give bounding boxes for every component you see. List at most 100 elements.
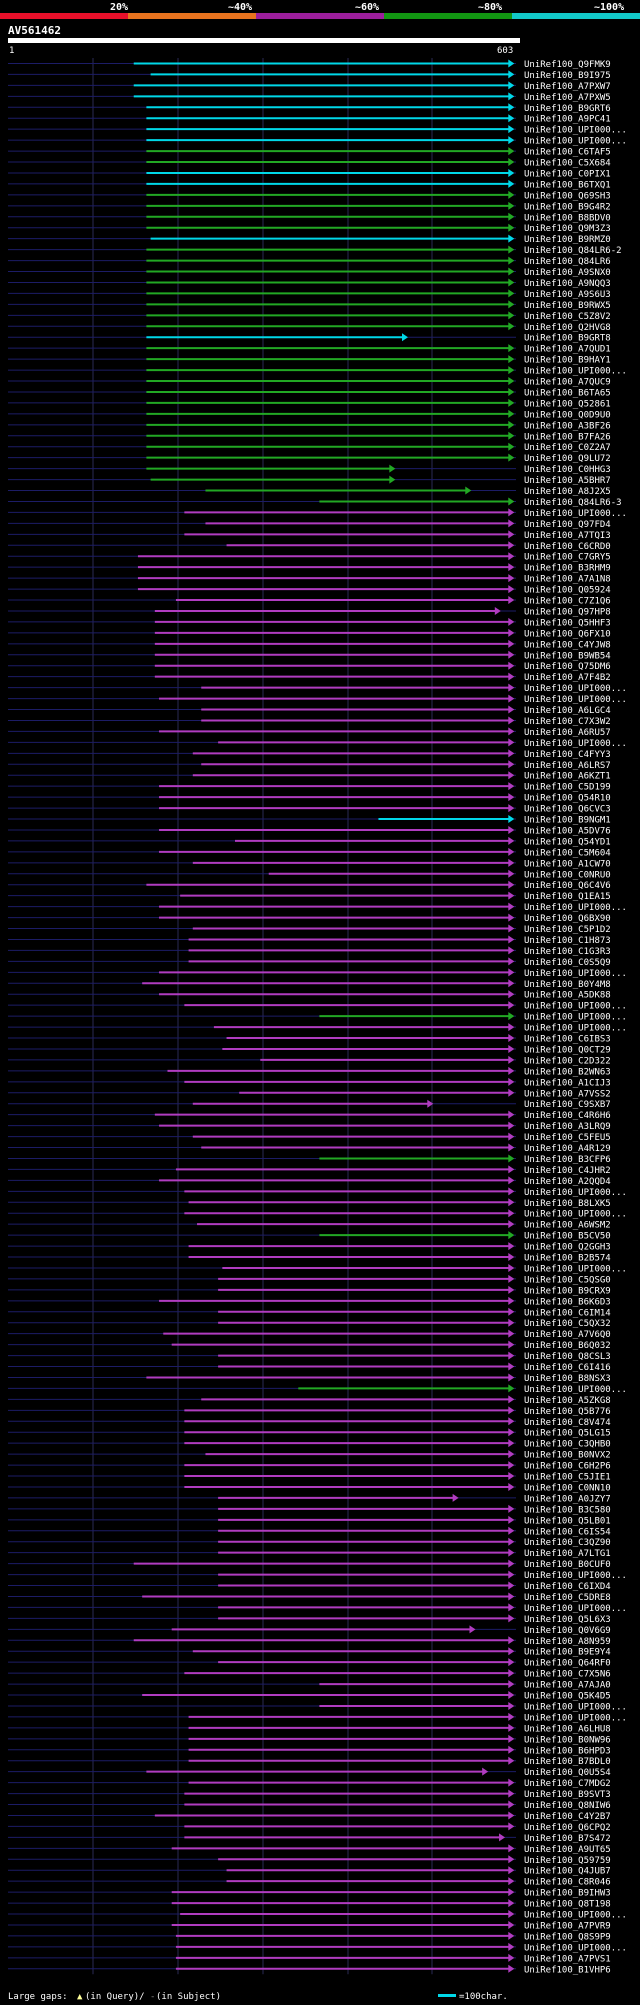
- hit-label[interactable]: UniRef100_Q54YD1: [524, 837, 611, 847]
- hit-label[interactable]: UniRef100_C7X5N6: [524, 1670, 611, 1680]
- hit-label[interactable]: UniRef100_B9HAY1: [524, 356, 611, 366]
- hit-label[interactable]: UniRef100_UPI000...: [524, 1264, 627, 1274]
- hit-row[interactable]: UniRef100_C5M604: [8, 847, 611, 859]
- hit-label[interactable]: UniRef100_B9RWX5: [524, 301, 611, 311]
- hit-label[interactable]: UniRef100_B9RMZ0: [524, 235, 611, 245]
- hit-label[interactable]: UniRef100_B9NGM1: [524, 816, 611, 826]
- hit-row[interactable]: UniRef100_A2QQD4: [8, 1176, 611, 1187]
- hit-row[interactable]: UniRef100_UPI000...: [8, 508, 627, 519]
- hit-row[interactable]: UniRef100_Q8CSL3: [8, 1351, 611, 1363]
- hit-label[interactable]: UniRef100_A8N959: [524, 1637, 611, 1647]
- hit-row[interactable]: UniRef100_C7X5N6: [8, 1669, 611, 1680]
- hit-row[interactable]: UniRef100_Q05924: [8, 585, 611, 596]
- hit-label[interactable]: UniRef100_Q6C4V6: [524, 881, 611, 891]
- hit-row[interactable]: UniRef100_C5DRE8: [8, 1592, 611, 1603]
- hit-row[interactable]: UniRef100_Q52861: [8, 398, 611, 410]
- hit-label[interactable]: UniRef100_B9G4R2: [524, 202, 611, 212]
- hit-row[interactable]: UniRef100_B6TA65: [8, 387, 611, 399]
- hit-row[interactable]: UniRef100_Q69SH3: [8, 190, 611, 202]
- hit-row[interactable]: UniRef100_B9I975: [8, 70, 611, 81]
- hit-row[interactable]: UniRef100_Q64RF0: [8, 1658, 611, 1669]
- hit-row[interactable]: UniRef100_B0Y4M8: [8, 979, 611, 990]
- hit-label[interactable]: UniRef100_C7Z1Q6: [524, 597, 611, 607]
- hit-label[interactable]: UniRef100_C5QX32: [524, 1319, 611, 1329]
- hit-row[interactable]: UniRef100_Q5LG15: [8, 1428, 611, 1439]
- hit-label[interactable]: UniRef100_A0JZY7: [524, 1494, 611, 1504]
- hit-row[interactable]: UniRef100_C5P1D2: [8, 924, 611, 936]
- hit-label[interactable]: UniRef100_B9I975: [524, 71, 611, 81]
- hit-row[interactable]: UniRef100_A7VSS2: [8, 1088, 611, 1100]
- hit-row[interactable]: UniRef100_C7MDG2: [8, 1778, 611, 1790]
- hit-row[interactable]: UniRef100_C6IM14: [8, 1307, 611, 1319]
- hit-label[interactable]: UniRef100_A3BF26: [524, 421, 611, 431]
- hit-row[interactable]: UniRef100_A7LTG1: [8, 1548, 611, 1560]
- hit-label[interactable]: UniRef100_B6TXQ1: [524, 180, 611, 190]
- hit-label[interactable]: UniRef100_A6KZT1: [524, 772, 611, 782]
- hit-label[interactable]: UniRef100_C0PIX1: [524, 169, 611, 179]
- hit-label[interactable]: UniRef100_Q5K4D5: [524, 1692, 611, 1702]
- hit-row[interactable]: UniRef100_C5X684: [8, 158, 611, 169]
- hit-label[interactable]: UniRef100_B8BDV0: [524, 213, 611, 223]
- hit-label[interactable]: UniRef100_C6CRD0: [524, 542, 611, 552]
- hit-row[interactable]: UniRef100_UPI000...: [8, 694, 627, 706]
- hit-row[interactable]: UniRef100_A8N959: [8, 1636, 611, 1647]
- hit-row[interactable]: UniRef100_A4R129: [8, 1143, 611, 1155]
- hit-row[interactable]: UniRef100_Q8NIW6: [8, 1800, 611, 1812]
- hit-row[interactable]: UniRef100_C5JIE1: [8, 1472, 611, 1483]
- hit-row[interactable]: UniRef100_B6TXQ1: [8, 179, 611, 191]
- hit-label[interactable]: UniRef100_A9PC41: [524, 115, 611, 125]
- hit-row[interactable]: UniRef100_B6HPD3: [8, 1745, 611, 1757]
- hit-label[interactable]: UniRef100_Q9M3Z3: [524, 224, 611, 234]
- hit-label[interactable]: UniRef100_Q54R10: [524, 794, 611, 804]
- hit-label[interactable]: UniRef100_A6RU57: [524, 728, 611, 738]
- hit-row[interactable]: UniRef100_UPI000...: [8, 1187, 627, 1198]
- hit-label[interactable]: UniRef100_Q5L6X3: [524, 1615, 611, 1625]
- hit-label[interactable]: UniRef100_A7F4B2: [524, 673, 611, 683]
- hit-label[interactable]: UniRef100_A7TQI3: [524, 531, 611, 541]
- hit-label[interactable]: UniRef100_A9S6U3: [524, 290, 611, 300]
- hit-row[interactable]: UniRef100_A7TQI3: [8, 530, 611, 541]
- hit-row[interactable]: UniRef100_A1CW70: [8, 858, 611, 870]
- hit-row[interactable]: UniRef100_C7Z1Q6: [8, 596, 611, 607]
- hit-label[interactable]: UniRef100_B9CRX9: [524, 1286, 611, 1296]
- hit-row[interactable]: UniRef100_Q9M3Z3: [8, 223, 611, 235]
- hit-row[interactable]: UniRef100_UPI000...: [8, 1263, 627, 1275]
- hit-label[interactable]: UniRef100_A4R129: [524, 1144, 611, 1154]
- hit-row[interactable]: UniRef100_C5Z8V2: [8, 311, 611, 322]
- hit-row[interactable]: UniRef100_B9RMZ0: [8, 234, 611, 246]
- hit-label[interactable]: UniRef100_UPI000...: [524, 1713, 627, 1723]
- hit-row[interactable]: UniRef100_B8LXK5: [8, 1198, 611, 1209]
- hit-row[interactable]: UniRef100_B9SVT3: [8, 1789, 611, 1801]
- hit-label[interactable]: UniRef100_C6I416: [524, 1363, 611, 1373]
- hit-row[interactable]: UniRef100_C1H873: [8, 935, 611, 946]
- hit-label[interactable]: UniRef100_B9E9Y4: [524, 1648, 611, 1658]
- hit-row[interactable]: UniRef100_A7PVS1: [8, 1953, 611, 1965]
- hit-label[interactable]: UniRef100_C6IXD4: [524, 1582, 611, 1592]
- hit-label[interactable]: UniRef100_Q05924: [524, 586, 611, 596]
- hit-label[interactable]: UniRef100_UPI000...: [524, 126, 627, 136]
- hit-label[interactable]: UniRef100_B9IHW3: [524, 1889, 611, 1899]
- hit-row[interactable]: UniRef100_A9SNX0: [8, 267, 611, 279]
- hit-row[interactable]: UniRef100_C8R046: [8, 1877, 611, 1888]
- hit-row[interactable]: UniRef100_C5FEU5: [8, 1132, 611, 1144]
- hit-label[interactable]: UniRef100_B9SVT3: [524, 1790, 611, 1800]
- hit-label[interactable]: UniRef100_C6TAF5: [524, 148, 611, 158]
- hit-row[interactable]: UniRef100_C3QZ90: [8, 1537, 611, 1549]
- hit-row[interactable]: UniRef100_B2WN63: [8, 1066, 611, 1078]
- hit-label[interactable]: UniRef100_C0NN10: [524, 1483, 611, 1493]
- hit-label[interactable]: UniRef100_C4JHR2: [524, 1166, 611, 1176]
- hit-row[interactable]: UniRef100_C3QHB0: [8, 1439, 611, 1450]
- hit-row[interactable]: UniRef100_B9E9Y4: [8, 1647, 611, 1658]
- hit-row[interactable]: UniRef100_C2D322: [8, 1055, 611, 1067]
- hit-label[interactable]: UniRef100_C5DRE8: [524, 1593, 611, 1603]
- hit-row[interactable]: UniRef100_A7PXW5: [8, 92, 611, 103]
- hit-label[interactable]: UniRef100_A6LHU8: [524, 1724, 611, 1734]
- hit-label[interactable]: UniRef100_A6LRS7: [524, 761, 611, 771]
- hit-label[interactable]: UniRef100_UPI000...: [524, 1604, 627, 1614]
- hit-label[interactable]: UniRef100_Q9FMK9: [524, 60, 611, 70]
- hit-label[interactable]: UniRef100_C9SXB7: [524, 1100, 611, 1110]
- hit-row[interactable]: UniRef100_UPI000...: [8, 1209, 627, 1220]
- hit-row[interactable]: UniRef100_B8NSX3: [8, 1373, 611, 1384]
- hit-label[interactable]: UniRef100_Q4JUB7: [524, 1867, 611, 1877]
- hit-row[interactable]: UniRef100_Q6BX90: [8, 913, 611, 925]
